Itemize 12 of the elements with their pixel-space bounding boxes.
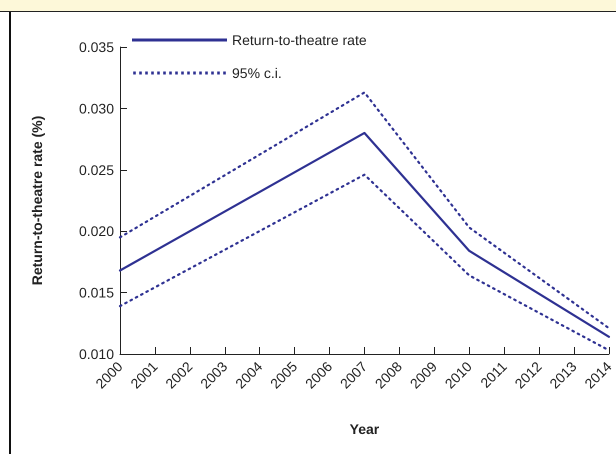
y-tick-label: 0.015	[78, 284, 114, 301]
line-series	[118, 91, 610, 330]
legend-label: Return-to-theatre rate	[232, 32, 367, 48]
y-tick-label: 0.030	[78, 100, 114, 116]
y-tick-label: 0.020	[78, 223, 114, 240]
legend-label: 95% c.i.	[232, 65, 282, 81]
x-axis-title: Year	[350, 421, 380, 437]
y-tick-label: 0.010	[78, 346, 114, 362]
y-axis-title: Return-to-theatre rate (%)	[29, 116, 45, 286]
line-series	[118, 132, 610, 338]
y-tick-label: 0.035	[78, 39, 114, 55]
y-tick-label: 0.025	[78, 162, 114, 178]
